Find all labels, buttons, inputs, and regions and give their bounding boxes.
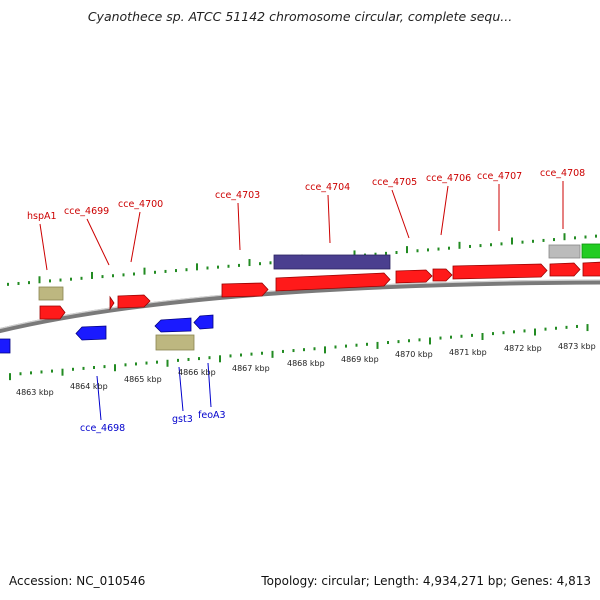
- grey-feature: [548, 244, 581, 259]
- upper-gene-label: hspA1: [27, 211, 57, 222]
- gene-cce-4706: [432, 268, 453, 282]
- kbp-label: 4866 kbp: [178, 368, 216, 377]
- rna-gene-upper: [38, 286, 64, 301]
- feature-band: [273, 254, 391, 270]
- gene-next-forward: [582, 261, 600, 277]
- lower-gene-label: cce_4698: [80, 423, 125, 434]
- gene-cce-4700: [117, 294, 151, 309]
- kbp-label: 4864 kbp: [70, 382, 108, 391]
- lower-leader-line: [207, 362, 212, 408]
- gene-cce-4699: [109, 295, 115, 311]
- gene-gst3: [154, 317, 192, 333]
- reverse-genes: [0, 314, 214, 354]
- kbp-label: 4872 kbp: [504, 344, 542, 353]
- upper-leader-line: [39, 223, 48, 271]
- upper-gene-label: cce_4705: [372, 177, 417, 188]
- upper-gene-label: cce_4708: [540, 168, 585, 179]
- upper-leader-line: [130, 211, 141, 263]
- green-feature: [581, 243, 600, 259]
- upper-gene-label: cce_4699: [64, 206, 109, 217]
- lower-tick-row: [9, 324, 589, 381]
- kbp-label: 4868 kbp: [287, 359, 325, 368]
- kbp-label: 4863 kbp: [16, 388, 54, 397]
- upper-leader-line: [327, 194, 331, 244]
- map-title: Cyanothece sp. ATCC 51142 chromosome cir…: [87, 9, 513, 24]
- upper-leader-line: [237, 202, 241, 251]
- gene-cce-4707: [452, 263, 548, 280]
- kbp-label: 4873 kbp: [558, 342, 596, 351]
- kbp-label: 4867 kbp: [232, 364, 270, 373]
- kbp-label: 4865 kbp: [124, 375, 162, 384]
- kbp-label: 4871 kbp: [449, 348, 487, 357]
- lower-leader-line: [178, 366, 184, 412]
- lower-leader-line: [96, 375, 102, 421]
- upper-gene-label: cce_4704: [305, 182, 350, 193]
- lower-gene-label: gst3: [172, 414, 193, 425]
- gene-cce-4705: [395, 269, 433, 284]
- accession-text: Accession: NC_010546: [9, 574, 146, 588]
- upper-gene-label: cce_4707: [477, 171, 522, 182]
- kbp-label: 4869 kbp: [341, 355, 379, 364]
- gene-cce-4698: [75, 325, 107, 341]
- gene-hspA1: [39, 305, 66, 320]
- lower-gene-label: feoA3: [198, 410, 226, 421]
- kbp-label: 4870 kbp: [395, 350, 433, 359]
- upper-leader-line: [391, 189, 410, 239]
- gene-cce-4704: [275, 272, 391, 292]
- gene-cce-4708: [549, 262, 581, 277]
- kbp-labels: 4863 kbp 4864 kbp 4865 kbp 4866 kbp 4867 kbp…: [16, 342, 596, 397]
- label-leader-lines: [39, 181, 564, 421]
- topology-summary: Topology: circular; Length: 4,934,271 bp…: [261, 574, 591, 588]
- upper-leader-line: [86, 218, 110, 266]
- upper-gene-label: cce_4700: [118, 199, 163, 210]
- forward-genes: [39, 261, 600, 320]
- rna-gene-lower: [155, 334, 195, 351]
- upper-gene-label: cce_4703: [215, 190, 260, 201]
- upper-gene-label: cce_4706: [426, 173, 471, 184]
- upper-leader-line: [440, 185, 449, 236]
- gene-cce-4703: [221, 282, 269, 298]
- gene-feoA3: [193, 314, 214, 330]
- gene-edge-reverse: [0, 338, 11, 354]
